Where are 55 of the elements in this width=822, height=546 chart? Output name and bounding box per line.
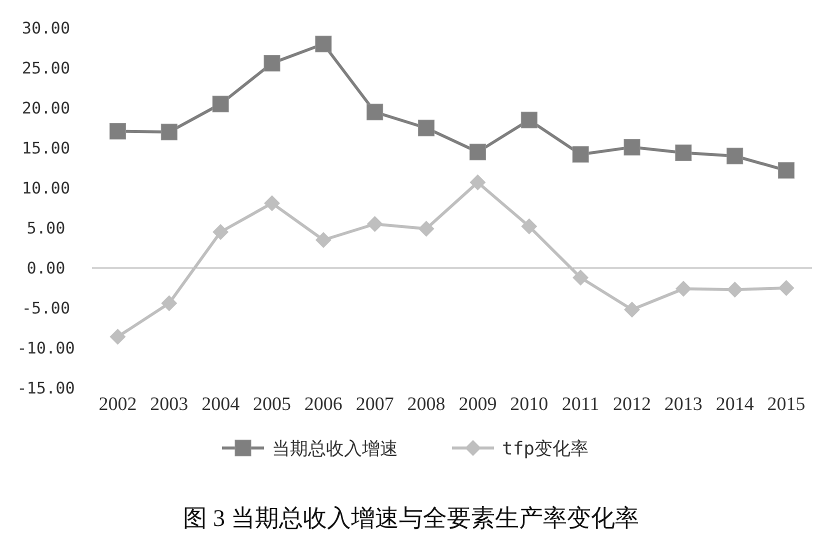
point <box>675 280 692 297</box>
x-tick-label: 2004 <box>202 394 240 415</box>
point <box>264 54 280 72</box>
x-tick-label: 2010 <box>510 394 548 415</box>
x-tick-label: 2006 <box>304 394 342 415</box>
point <box>109 122 126 140</box>
y-tick-label: 15.00 <box>22 138 70 158</box>
x-tick-label: 2011 <box>562 394 600 415</box>
point <box>264 195 280 212</box>
point <box>469 144 486 160</box>
x-tick-label: 2014 <box>716 394 754 415</box>
y-tick-label: -5.00 <box>22 298 70 318</box>
x-tick-label: 2005 <box>253 394 291 415</box>
point <box>418 120 435 136</box>
x-tick-label: 2015 <box>767 394 806 415</box>
legend-label: tfp变化率 <box>502 438 589 460</box>
y-tick-label: -15.00 <box>17 378 75 398</box>
x-tick-label: 2013 <box>664 394 702 415</box>
y-tick-label: 5.00 <box>26 218 66 238</box>
point <box>418 220 434 237</box>
point <box>726 282 743 298</box>
point <box>470 174 486 190</box>
point <box>624 138 640 156</box>
y-tick-label: 20.00 <box>22 98 70 118</box>
point <box>110 328 126 345</box>
y-tick-label: 30.00 <box>22 18 70 38</box>
x-tick-label: 2007 <box>356 394 394 415</box>
x-tick-label: 2003 <box>150 394 188 415</box>
point <box>160 124 178 140</box>
x-tick-label: 2009 <box>458 394 497 415</box>
text: 图 3 当期总收入增速与全要素生产率变化率 <box>183 505 639 532</box>
point <box>521 218 538 234</box>
y-tick-label: -10.00 <box>17 338 75 358</box>
point <box>572 146 589 163</box>
y-tick-label: 25.00 <box>22 58 70 78</box>
point <box>726 148 744 164</box>
y-tick-label: 0.00 <box>26 258 66 278</box>
point <box>212 96 229 112</box>
x-tick-label: 2008 <box>407 394 446 415</box>
point <box>315 36 332 52</box>
point <box>212 224 229 240</box>
point <box>520 112 538 128</box>
point <box>778 280 794 296</box>
point <box>366 104 384 120</box>
legend-label: 当期总收入增速 <box>272 438 398 460</box>
point <box>572 270 589 286</box>
x-tick-label: 2012 <box>613 394 651 415</box>
y-tick-label: 10.00 <box>22 178 70 198</box>
point <box>161 295 178 312</box>
point <box>675 144 692 162</box>
point <box>315 232 332 248</box>
point <box>778 162 795 179</box>
x-tick-label: 2002 <box>98 394 137 415</box>
point <box>624 302 640 318</box>
point <box>366 216 383 232</box>
